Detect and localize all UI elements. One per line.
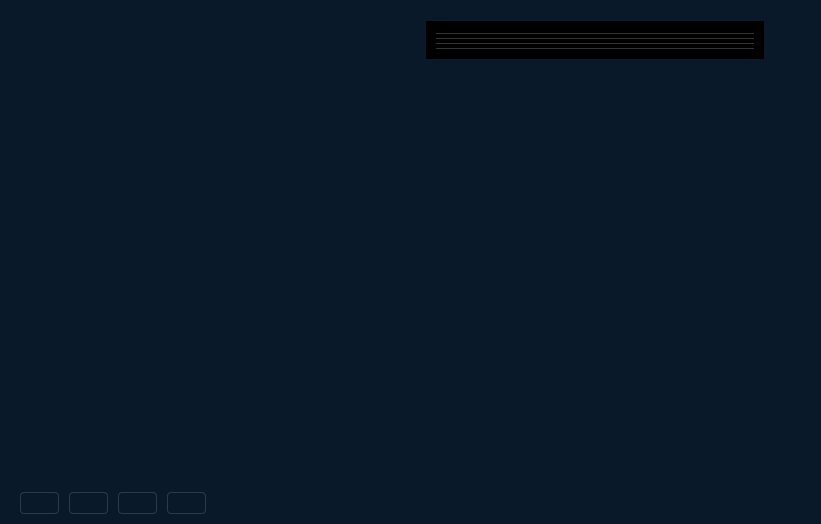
legend-dot-icon: [80, 498, 90, 508]
legend-dot-icon: [31, 498, 41, 508]
legend-item-revenue[interactable]: [20, 492, 59, 514]
legend-dot-icon: [178, 498, 188, 508]
legend-dot-icon: [129, 498, 139, 508]
financial-chart: [0, 0, 821, 524]
chart-svg: [0, 0, 821, 524]
chart-tooltip: [426, 21, 764, 59]
legend-item-earnings[interactable]: [69, 492, 108, 514]
chart-legend: [20, 492, 206, 514]
legend-item-cfo[interactable]: [167, 492, 206, 514]
tooltip-row-cfo: [436, 48, 754, 53]
legend-item-fcf[interactable]: [118, 492, 157, 514]
